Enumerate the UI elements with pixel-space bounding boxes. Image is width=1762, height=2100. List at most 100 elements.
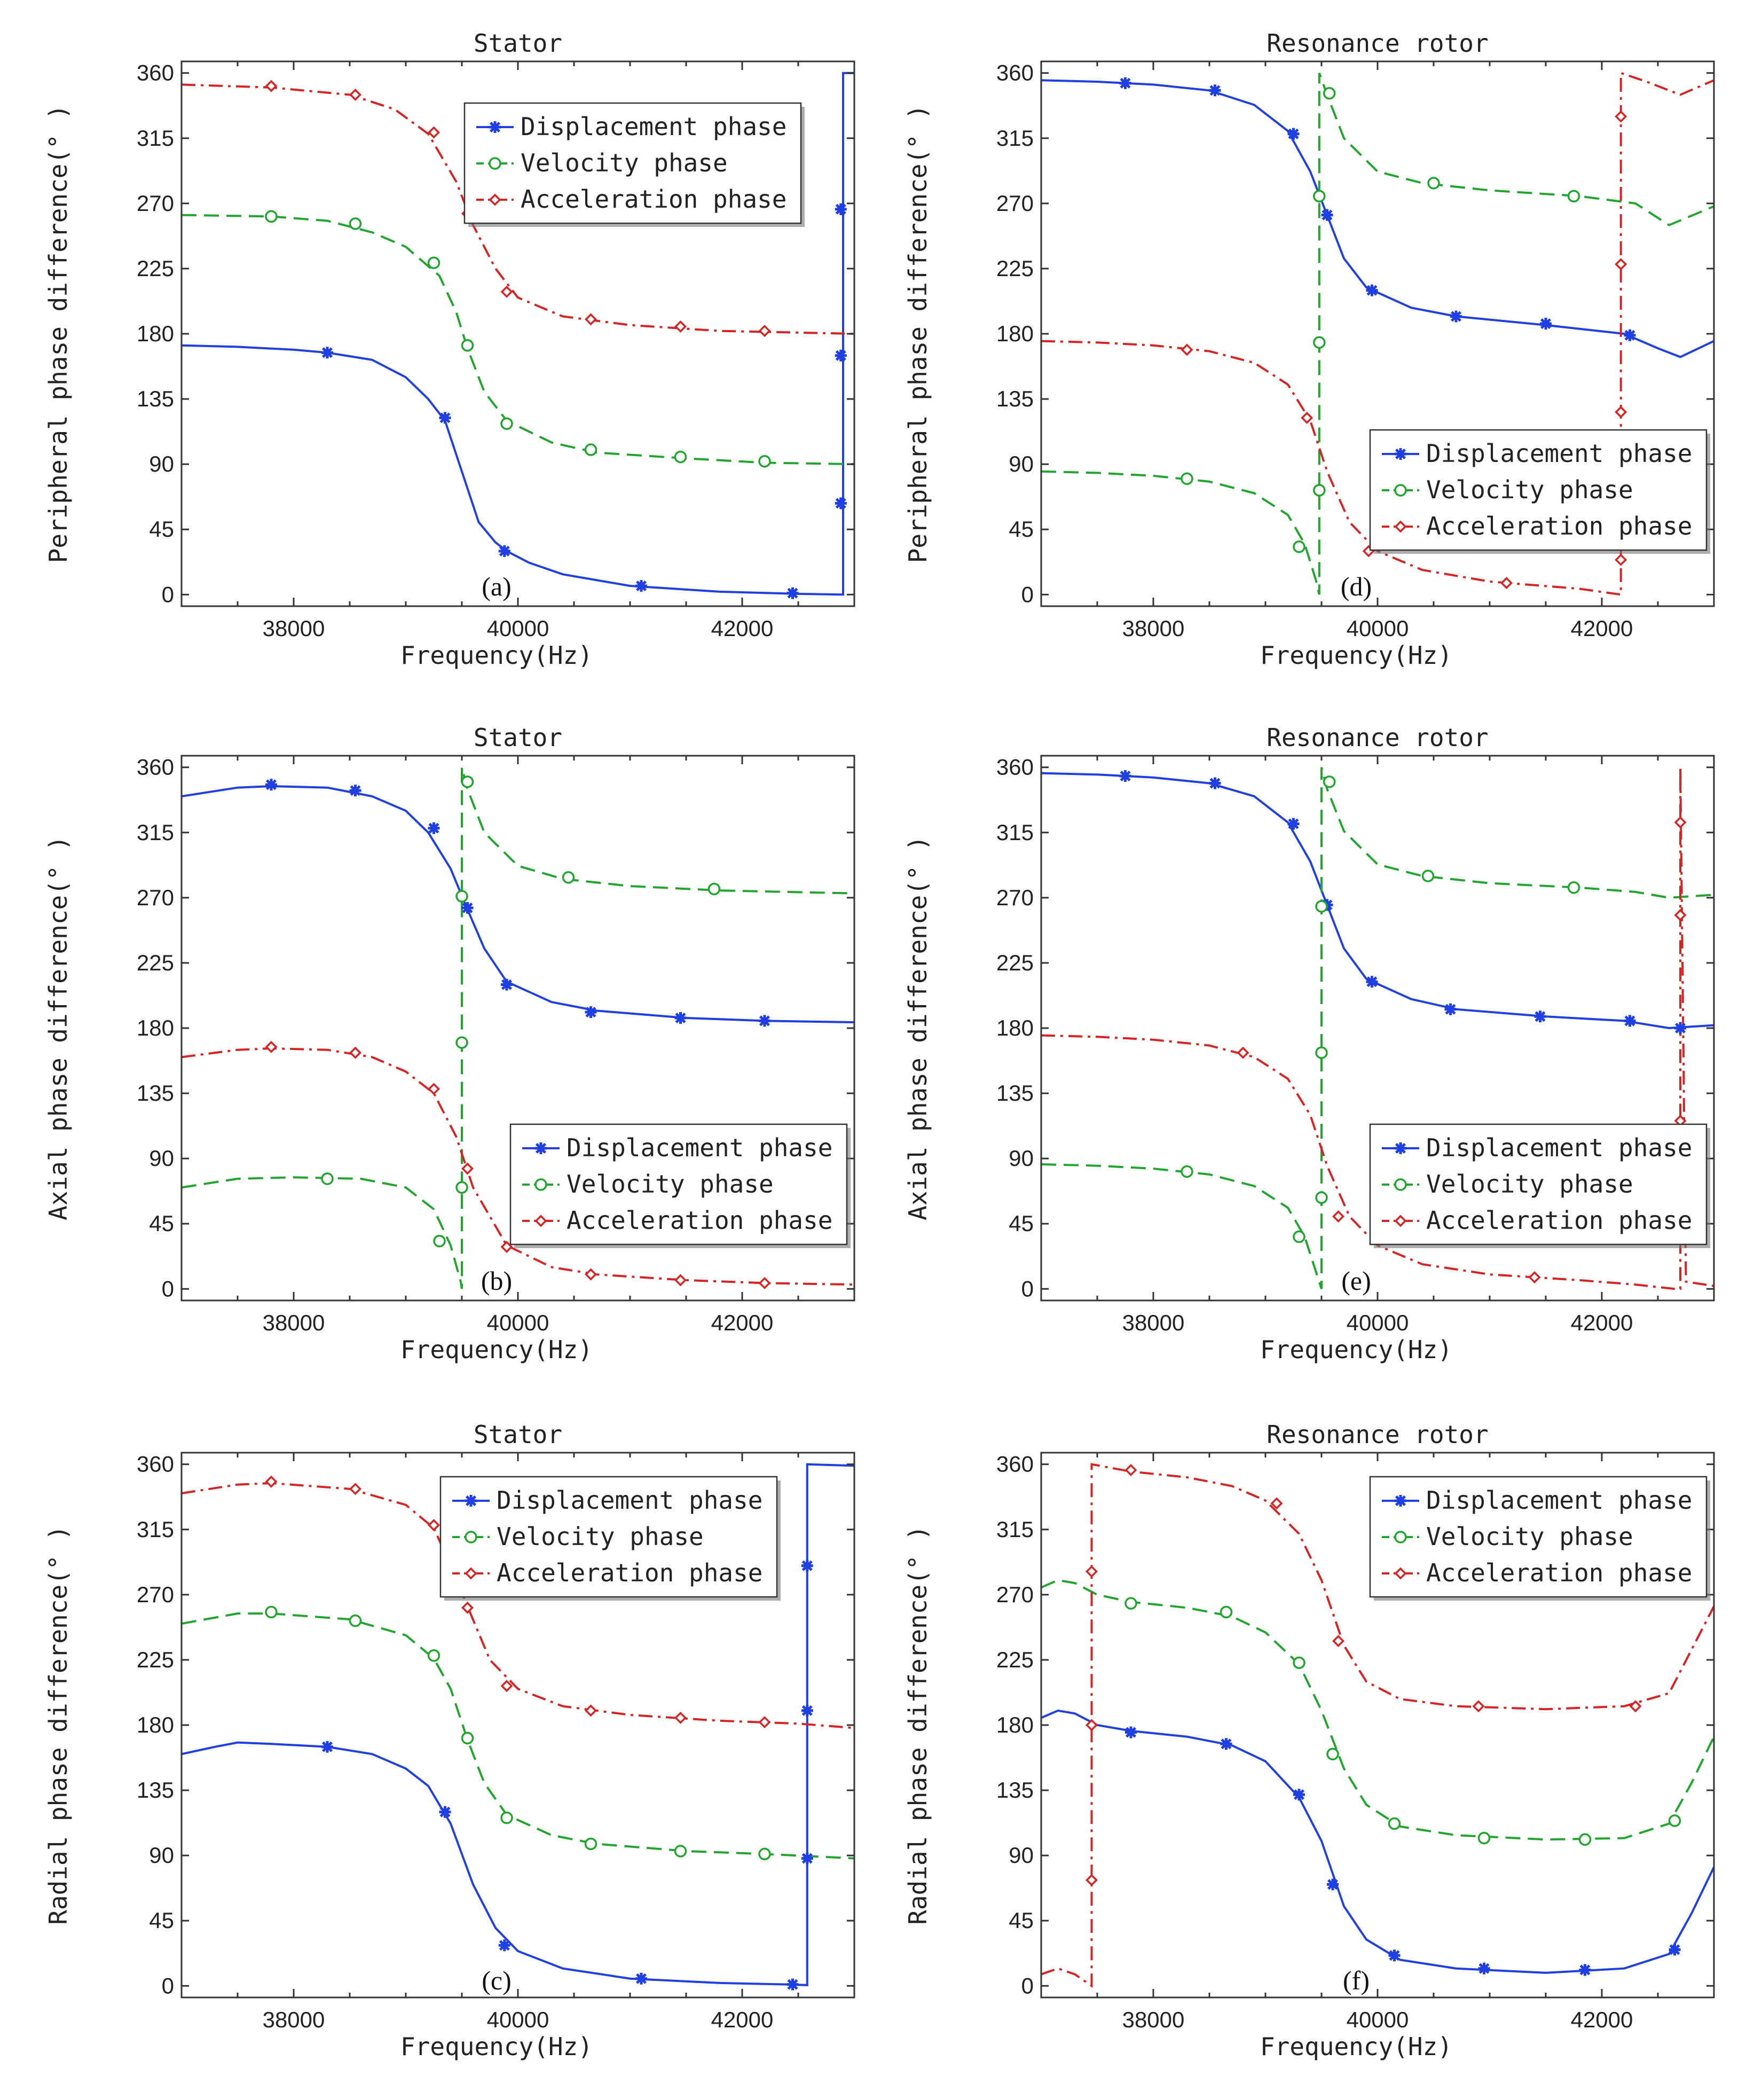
- data-point-star: [1540, 318, 1552, 330]
- y-tick-label: 135: [137, 1777, 174, 1803]
- data-point-circle: [758, 455, 771, 468]
- y-tick-label: 270: [996, 1582, 1034, 1607]
- y-tick-label: 90: [149, 1146, 174, 1171]
- chart-panel-d: Resonance rotor 0 45 90 135 180 225 270 315 360 38…: [903, 29, 1715, 670]
- legend-box: [509, 1123, 848, 1245]
- panel-caption: (b): [481, 1266, 512, 1296]
- y-tick-label: 225: [996, 1647, 1034, 1672]
- x-axis-label: Frequency(Hz): [400, 641, 593, 670]
- y-tick-label: 180: [996, 1015, 1034, 1040]
- legend-label: Velocity phase: [567, 1170, 774, 1198]
- y-tick-label: 180: [137, 1712, 174, 1737]
- data-point-star: [1321, 209, 1333, 221]
- x-tick-label: 40000: [1347, 2007, 1409, 2032]
- y-tick-label: 45: [149, 516, 174, 542]
- data-point-circle: [674, 450, 687, 464]
- data-point-circle: [461, 1731, 474, 1745]
- y-tick-label: 225: [137, 950, 174, 975]
- data-point-star: [786, 587, 799, 599]
- data-point-diamond: [428, 1083, 440, 1095]
- data-point-star: [635, 580, 647, 592]
- legend-box: [439, 1476, 778, 1598]
- data-point-diamond: [1615, 110, 1627, 123]
- legend-marker: [465, 1567, 477, 1580]
- y-axis-label: Axial phase difference(° ): [44, 836, 73, 1220]
- data-point-diamond: [1472, 1700, 1485, 1713]
- data-point-circle: [433, 1235, 446, 1248]
- data-point-circle: [1421, 869, 1435, 882]
- x-tick-label: 38000: [1122, 616, 1185, 641]
- y-tick-label: 225: [137, 256, 174, 281]
- x-tick-label: 40000: [1347, 1310, 1409, 1335]
- legend-label: Acceleration phase: [521, 185, 787, 214]
- data-point-circle: [1313, 190, 1326, 203]
- legend-label: Acceleration phase: [1426, 1558, 1693, 1587]
- data-point-star: [786, 1978, 799, 1991]
- x-tick-label: 40000: [487, 1310, 549, 1335]
- series-line-displacement-phase: [182, 785, 854, 1024]
- legend-box: [1369, 1476, 1708, 1598]
- legend-box: [1369, 429, 1708, 551]
- data-point-star: [1125, 1726, 1137, 1738]
- series-line-acceleration-phase: [182, 1047, 854, 1286]
- x-axis-label: Frequency(Hz): [400, 1335, 593, 1364]
- data-point-circle: [265, 1605, 278, 1619]
- legend: Displacement phase Velocity phase Accelera…: [1369, 1476, 1710, 1601]
- data-point-diamond: [1332, 1635, 1344, 1648]
- panel-caption: (c): [482, 1965, 512, 1995]
- y-tick-label: 180: [137, 1015, 174, 1040]
- legend-marker: [534, 1178, 547, 1191]
- data-point-star: [1366, 284, 1378, 296]
- legend-marker: [1395, 1495, 1406, 1507]
- legend-label: Displacement phase: [1426, 439, 1693, 468]
- data-point-diamond: [1615, 553, 1627, 566]
- y-tick-label: 0: [1021, 582, 1034, 607]
- panel-caption: (a): [482, 571, 512, 601]
- data-point-star: [1444, 1003, 1457, 1015]
- data-point-circle: [1315, 900, 1328, 913]
- data-point-circle: [1326, 1748, 1339, 1761]
- data-point-star: [1287, 128, 1300, 140]
- data-point-star: [835, 497, 847, 510]
- x-tick-label: 42000: [711, 616, 774, 641]
- data-point-circle: [1220, 1605, 1233, 1619]
- legend-marker: [489, 157, 501, 170]
- y-tick-label: 0: [1021, 1276, 1034, 1301]
- data-point-circle: [1668, 1814, 1681, 1827]
- data-point-diamond: [265, 1475, 278, 1488]
- y-tick-label: 90: [1009, 451, 1034, 476]
- data-point-star: [1287, 818, 1300, 830]
- data-point-star: [801, 1560, 813, 1572]
- series-line-velocity-phase: [1041, 767, 1714, 1289]
- y-tick-label: 0: [1021, 1973, 1034, 1998]
- x-axis-label: Frequency(Hz): [1260, 641, 1452, 670]
- data-point-star: [801, 1852, 813, 1864]
- y-axis-label: Radial phase difference(° ): [44, 1525, 73, 1925]
- panel-caption: (d): [1341, 571, 1372, 601]
- legend-marker: [1395, 1142, 1406, 1154]
- data-point-circle: [707, 882, 721, 896]
- data-point-circle: [1315, 1191, 1328, 1204]
- y-tick-label: 315: [996, 1517, 1034, 1542]
- data-point-star: [1209, 777, 1221, 789]
- data-point-circle: [1323, 87, 1336, 100]
- chart-title: Resonance rotor: [1267, 723, 1488, 752]
- legend: Displacement phase Velocity phase Accelera…: [463, 102, 805, 227]
- legend: Displacement phase Velocity phase Accelera…: [1369, 429, 1710, 554]
- x-tick-label: 38000: [263, 1310, 325, 1335]
- data-point-diamond: [1500, 577, 1513, 590]
- series-line-velocity-phase: [182, 767, 854, 1289]
- y-tick-label: 315: [137, 126, 174, 151]
- data-point-circle: [1578, 1833, 1592, 1846]
- chart-title: Resonance rotor: [1267, 29, 1488, 58]
- legend-marker: [534, 1214, 547, 1227]
- data-point-diamond: [758, 1276, 771, 1289]
- data-point-circle: [455, 1181, 468, 1194]
- y-axis-label: Peripheral phase difference(° ): [903, 105, 932, 563]
- legend-marker: [1394, 520, 1407, 533]
- series-line-displacement-phase: [1041, 79, 1714, 358]
- data-point-star: [801, 1704, 813, 1717]
- data-point-diamond: [758, 1716, 771, 1729]
- series-line-acceleration-phase: [1041, 1463, 1714, 1988]
- legend-label: Displacement phase: [497, 1486, 763, 1515]
